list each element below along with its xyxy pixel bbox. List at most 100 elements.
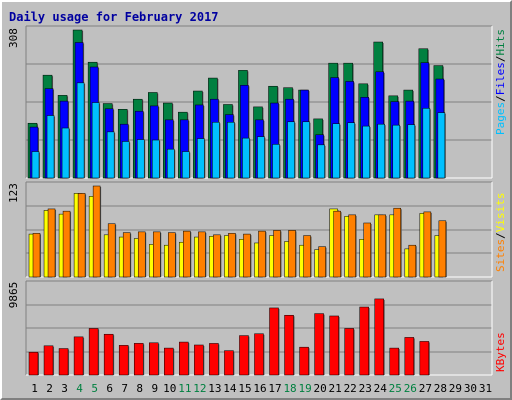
sites-bar [122, 232, 131, 278]
x-tick-label: 15 [238, 382, 251, 395]
sites-bar [408, 244, 417, 278]
pages-bar [91, 102, 100, 179]
pages-bar [46, 115, 55, 179]
sites-bar [438, 220, 447, 278]
pages-bar [287, 121, 295, 179]
pages-bar [242, 137, 250, 179]
kbytes-bar [149, 342, 159, 376]
kbytes-bar [88, 328, 99, 376]
kbytes-bar [374, 298, 384, 376]
sites-bar [273, 230, 281, 278]
pages-bar [152, 139, 160, 179]
legend-files: Files [494, 62, 507, 95]
kbytes-bar [314, 313, 324, 376]
sites-bar [363, 222, 371, 278]
kbytes-bar [133, 343, 144, 376]
x-tick-label: 4 [76, 382, 83, 395]
pages-bar [31, 151, 40, 179]
sites-bar [243, 233, 251, 278]
pages-bar [332, 123, 340, 179]
pages-bar [407, 124, 416, 179]
x-tick-label: 27 [419, 382, 432, 395]
pages-bar [302, 121, 310, 179]
kbytes-bar [419, 341, 430, 376]
sites-bar [288, 230, 296, 278]
sites-bar [137, 231, 146, 278]
sites-bar [77, 193, 86, 278]
kbytes-bar [28, 351, 39, 376]
sites-bar [423, 211, 432, 278]
kbytes-bar [118, 345, 129, 376]
x-tick-label: 13 [208, 382, 221, 395]
pages-bar [106, 131, 115, 179]
sites-bar [92, 185, 101, 278]
legend-separator: / [494, 232, 507, 239]
sites-bar [213, 234, 221, 278]
pages-bar [272, 144, 280, 179]
pages-bar [257, 136, 265, 179]
x-tick-label: 31 [479, 382, 492, 395]
x-tick-label: 8 [136, 382, 143, 395]
kbytes-bar [344, 328, 354, 376]
x-tick-label: 9 [151, 382, 158, 395]
kbytes-bar [389, 347, 400, 376]
pages-bar [136, 139, 145, 179]
pages-bar [377, 123, 385, 179]
legend-kbytes: KBytes [494, 332, 507, 372]
legend-separator: / [494, 56, 507, 63]
kbytes-bar [254, 333, 264, 376]
pages-bar [61, 127, 70, 179]
pages-bar [437, 112, 446, 179]
x-tick-label: 16 [253, 382, 266, 395]
pages-bar [121, 141, 130, 179]
kbytes-bar [194, 344, 204, 376]
x-tick-label: 10 [163, 382, 176, 395]
kbytes-bar [103, 333, 114, 376]
pages-bar [212, 122, 220, 179]
kbytes-bar [73, 336, 84, 376]
kbytes-bar [58, 348, 69, 376]
chart-title: Daily usage for February 2017 [9, 10, 219, 24]
y-max-label-kbytes: 9865 [7, 282, 20, 309]
y-max-label-sites: 123 [7, 183, 20, 203]
pages-bar [317, 144, 325, 179]
x-tick-label: 29 [449, 382, 462, 395]
sites-bar [393, 207, 402, 278]
kbytes-bar [299, 346, 309, 376]
kbytes-bar [209, 343, 219, 376]
sites-bar [303, 235, 311, 278]
sites-bar [198, 231, 206, 278]
pages-bar [182, 151, 190, 179]
x-tick-label: 21 [329, 382, 342, 395]
legend-sites-panel: Sites/Visits [494, 193, 507, 273]
legend-hits-panel: Pages/Files/Hits [494, 29, 507, 135]
x-tick-label: 5 [91, 382, 98, 395]
x-tick-label: 20 [314, 382, 327, 395]
x-tick-label: 1 [31, 382, 38, 395]
legend-visits: Visits [494, 193, 507, 233]
pages-bar [197, 138, 205, 179]
kbytes-bar [224, 350, 234, 376]
legend-hits: Hits [494, 29, 507, 56]
legend-pages: Pages [494, 102, 507, 135]
sites-bar [32, 233, 41, 278]
kbytes-bar [359, 306, 369, 376]
legend-kbytes-panel: KBytes [494, 332, 507, 372]
legend-sites: Sites [494, 239, 507, 272]
x-tick-label: 30 [464, 382, 477, 395]
x-tick-label: 17 [268, 382, 281, 395]
pages-bar [422, 108, 431, 179]
sites-bar [258, 230, 266, 278]
sites-bar [62, 210, 71, 278]
kbytes-bar [179, 341, 189, 376]
x-tick-label: 11 [178, 382, 191, 395]
x-tick-label: 7 [121, 382, 128, 395]
kbytes-bar [329, 315, 339, 376]
kbytes-bar [239, 335, 249, 376]
kbytes-bar [269, 307, 279, 376]
sites-bar [333, 210, 341, 278]
kbytes-bar [404, 337, 415, 376]
y-max-label-hits: 308 [7, 28, 20, 48]
kbytes-bar [43, 345, 54, 376]
